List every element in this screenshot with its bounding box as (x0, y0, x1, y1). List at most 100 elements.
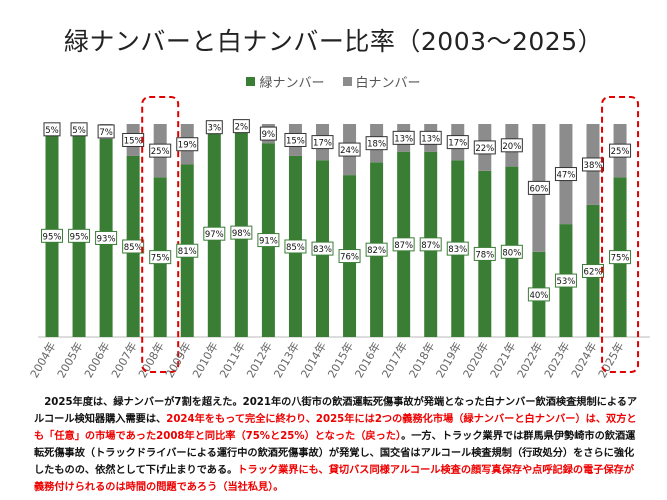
data-label-box-green-2009年 (176, 243, 199, 258)
highlight-box-2025年 (601, 96, 640, 373)
data-label-white-2022年: 60% (529, 184, 548, 194)
data-label-box-green-2007年 (122, 239, 145, 254)
data-label-box-green-2023年 (554, 273, 577, 288)
data-label-box-green-2013年 (284, 239, 307, 254)
data-label-white-2014年: 17% (313, 139, 332, 149)
legend-label-white: 白ナンバー (355, 76, 421, 91)
data-label-box-green-2012年 (257, 233, 280, 248)
data-label-green-2021年: 80% (502, 248, 521, 258)
commentary-text-1: 2025年度は、緑ナンバーが7割を超えた。2021年の八街市の飲酒運転死傷事故が… (34, 397, 638, 425)
data-label-box-green-2015年 (338, 249, 361, 264)
data-label-green-2023年: 53% (556, 277, 575, 287)
data-label-green-2004年: 95% (43, 232, 62, 242)
data-label-green-2019年: 83% (448, 245, 467, 255)
data-label-box-white-2012年 (259, 126, 277, 141)
data-label-green-2011年: 98% (232, 229, 251, 239)
data-label-green-2008年: 75% (151, 254, 170, 264)
legend: 緑ナンバー 白ナンバー (0, 72, 667, 91)
data-label-green-2017年: 87% (394, 241, 413, 251)
data-label-box-white-2004年 (43, 122, 61, 137)
data-label-box-white-2008年 (149, 143, 172, 158)
data-label-green-2025年: 75% (611, 254, 630, 264)
data-label-box-white-2021年 (500, 138, 523, 153)
data-label-box-white-2024年 (582, 157, 604, 172)
data-label-box-green-2018年 (419, 237, 442, 252)
data-label-box-green-2022年 (527, 287, 550, 302)
data-label-white-2013年: 15% (286, 136, 305, 146)
data-label-white-2008年: 25% (151, 147, 170, 157)
data-label-box-white-2016年 (365, 136, 388, 151)
data-label-white-2018年: 13% (421, 134, 440, 144)
data-label-green-2014年: 83% (313, 245, 332, 255)
data-label-white-2007年: 15% (124, 136, 143, 146)
data-label-white-2011年: 2% (235, 123, 249, 133)
data-label-white-2009年: 19% (178, 141, 197, 151)
legend-item-green: 緑ナンバー (246, 72, 325, 91)
x-tick-label-2025年: 2025年 (595, 340, 627, 381)
data-label-box-green-2008年 (149, 250, 172, 265)
highlight-box-2008年 (141, 96, 180, 373)
commentary-text-2: 。一方、トラック業界では群馬県伊勢崎市の飲酒運転死傷事故（トラックドライバーによ… (34, 431, 636, 476)
data-label-box-white-2007年 (122, 132, 145, 147)
commentary-highlight-1: 2024年をもって完全に終わり、2025年には2つの義務化市場（緑ナンバーと白ナ… (34, 414, 637, 442)
data-label-white-2019年: 17% (448, 139, 467, 149)
data-label-white-2010年: 3% (208, 124, 222, 134)
data-label-white-2021年: 20% (502, 142, 521, 152)
data-label-white-2024年: 38% (584, 161, 603, 171)
data-label-box-white-2019年 (446, 135, 469, 150)
data-label-green-2005年: 95% (70, 232, 89, 242)
legend-swatch-green (246, 77, 256, 86)
data-label-white-2004年: 5% (45, 126, 59, 136)
data-label-white-2015年: 24% (340, 146, 359, 156)
data-label-box-white-2018年 (419, 130, 442, 145)
data-label-white-2023年: 47% (556, 171, 575, 181)
data-label-box-white-2025年 (609, 143, 632, 158)
data-label-box-white-2009年 (176, 137, 199, 152)
stacked-bar-chart: 95%5%2004年95%5%2005年93%7%2006年85%15%2007… (27, 96, 650, 381)
legend-swatch-white (342, 77, 352, 86)
data-label-green-2024年: 62% (584, 267, 603, 277)
data-label-green-2007年: 85% (124, 243, 143, 253)
data-label-box-white-2020年 (473, 140, 496, 155)
data-label-box-white-2017年 (392, 130, 415, 145)
data-label-box-green-2025年 (609, 250, 632, 265)
data-label-box-white-2015年 (338, 142, 361, 157)
data-label-box-green-2016年 (365, 242, 388, 257)
data-label-green-2018年: 87% (421, 241, 440, 251)
data-label-green-2009年: 81% (178, 247, 197, 257)
chart-title: 緑ナンバーと白ナンバー比率（2003～2025） (63, 27, 604, 56)
legend-label-green: 緑ナンバー (259, 76, 325, 91)
data-label-box-green-2010年 (203, 226, 226, 241)
data-label-green-2013年: 85% (286, 243, 305, 253)
data-label-box-white-2022年 (527, 180, 550, 195)
data-label-box-white-2014年 (311, 135, 334, 150)
data-label-green-2015年: 76% (340, 253, 359, 263)
data-label-white-2006年: 7% (99, 128, 113, 138)
data-label-box-green-2011年 (230, 225, 253, 240)
data-label-white-2005年: 5% (72, 126, 86, 136)
data-label-box-green-2014年 (311, 241, 334, 256)
data-label-box-green-2017年 (392, 237, 415, 252)
data-label-box-green-2006年 (95, 230, 118, 245)
data-label-box-green-2024年 (582, 263, 604, 278)
data-label-white-2012年: 9% (262, 130, 276, 140)
data-label-green-2022年: 40% (529, 291, 548, 301)
data-label-white-2017年: 13% (394, 134, 413, 144)
legend-item-white: 白ナンバー (342, 72, 421, 91)
data-label-white-2016年: 18% (367, 140, 386, 150)
data-label-green-2006年: 93% (97, 234, 116, 244)
data-label-box-green-2021年 (500, 244, 523, 259)
data-label-green-2012年: 91% (259, 237, 278, 247)
data-label-box-white-2013年 (284, 132, 307, 147)
commentary-highlight-2: トラック業界にも、貸切バス同様アルコール検査の顔写真保存や点呼記録の電子保存が義… (34, 465, 635, 493)
data-label-white-2020年: 22% (475, 144, 494, 154)
data-label-box-white-2006年 (97, 124, 115, 139)
data-label-box-white-2005年 (70, 122, 88, 137)
data-label-green-2010年: 97% (205, 230, 224, 240)
data-label-box-white-2010年 (205, 120, 223, 135)
data-label-box-green-2004年 (41, 228, 63, 243)
data-label-box-green-2005年 (68, 228, 91, 243)
data-label-green-2016年: 82% (367, 246, 386, 256)
data-label-green-2020年: 78% (475, 250, 494, 260)
